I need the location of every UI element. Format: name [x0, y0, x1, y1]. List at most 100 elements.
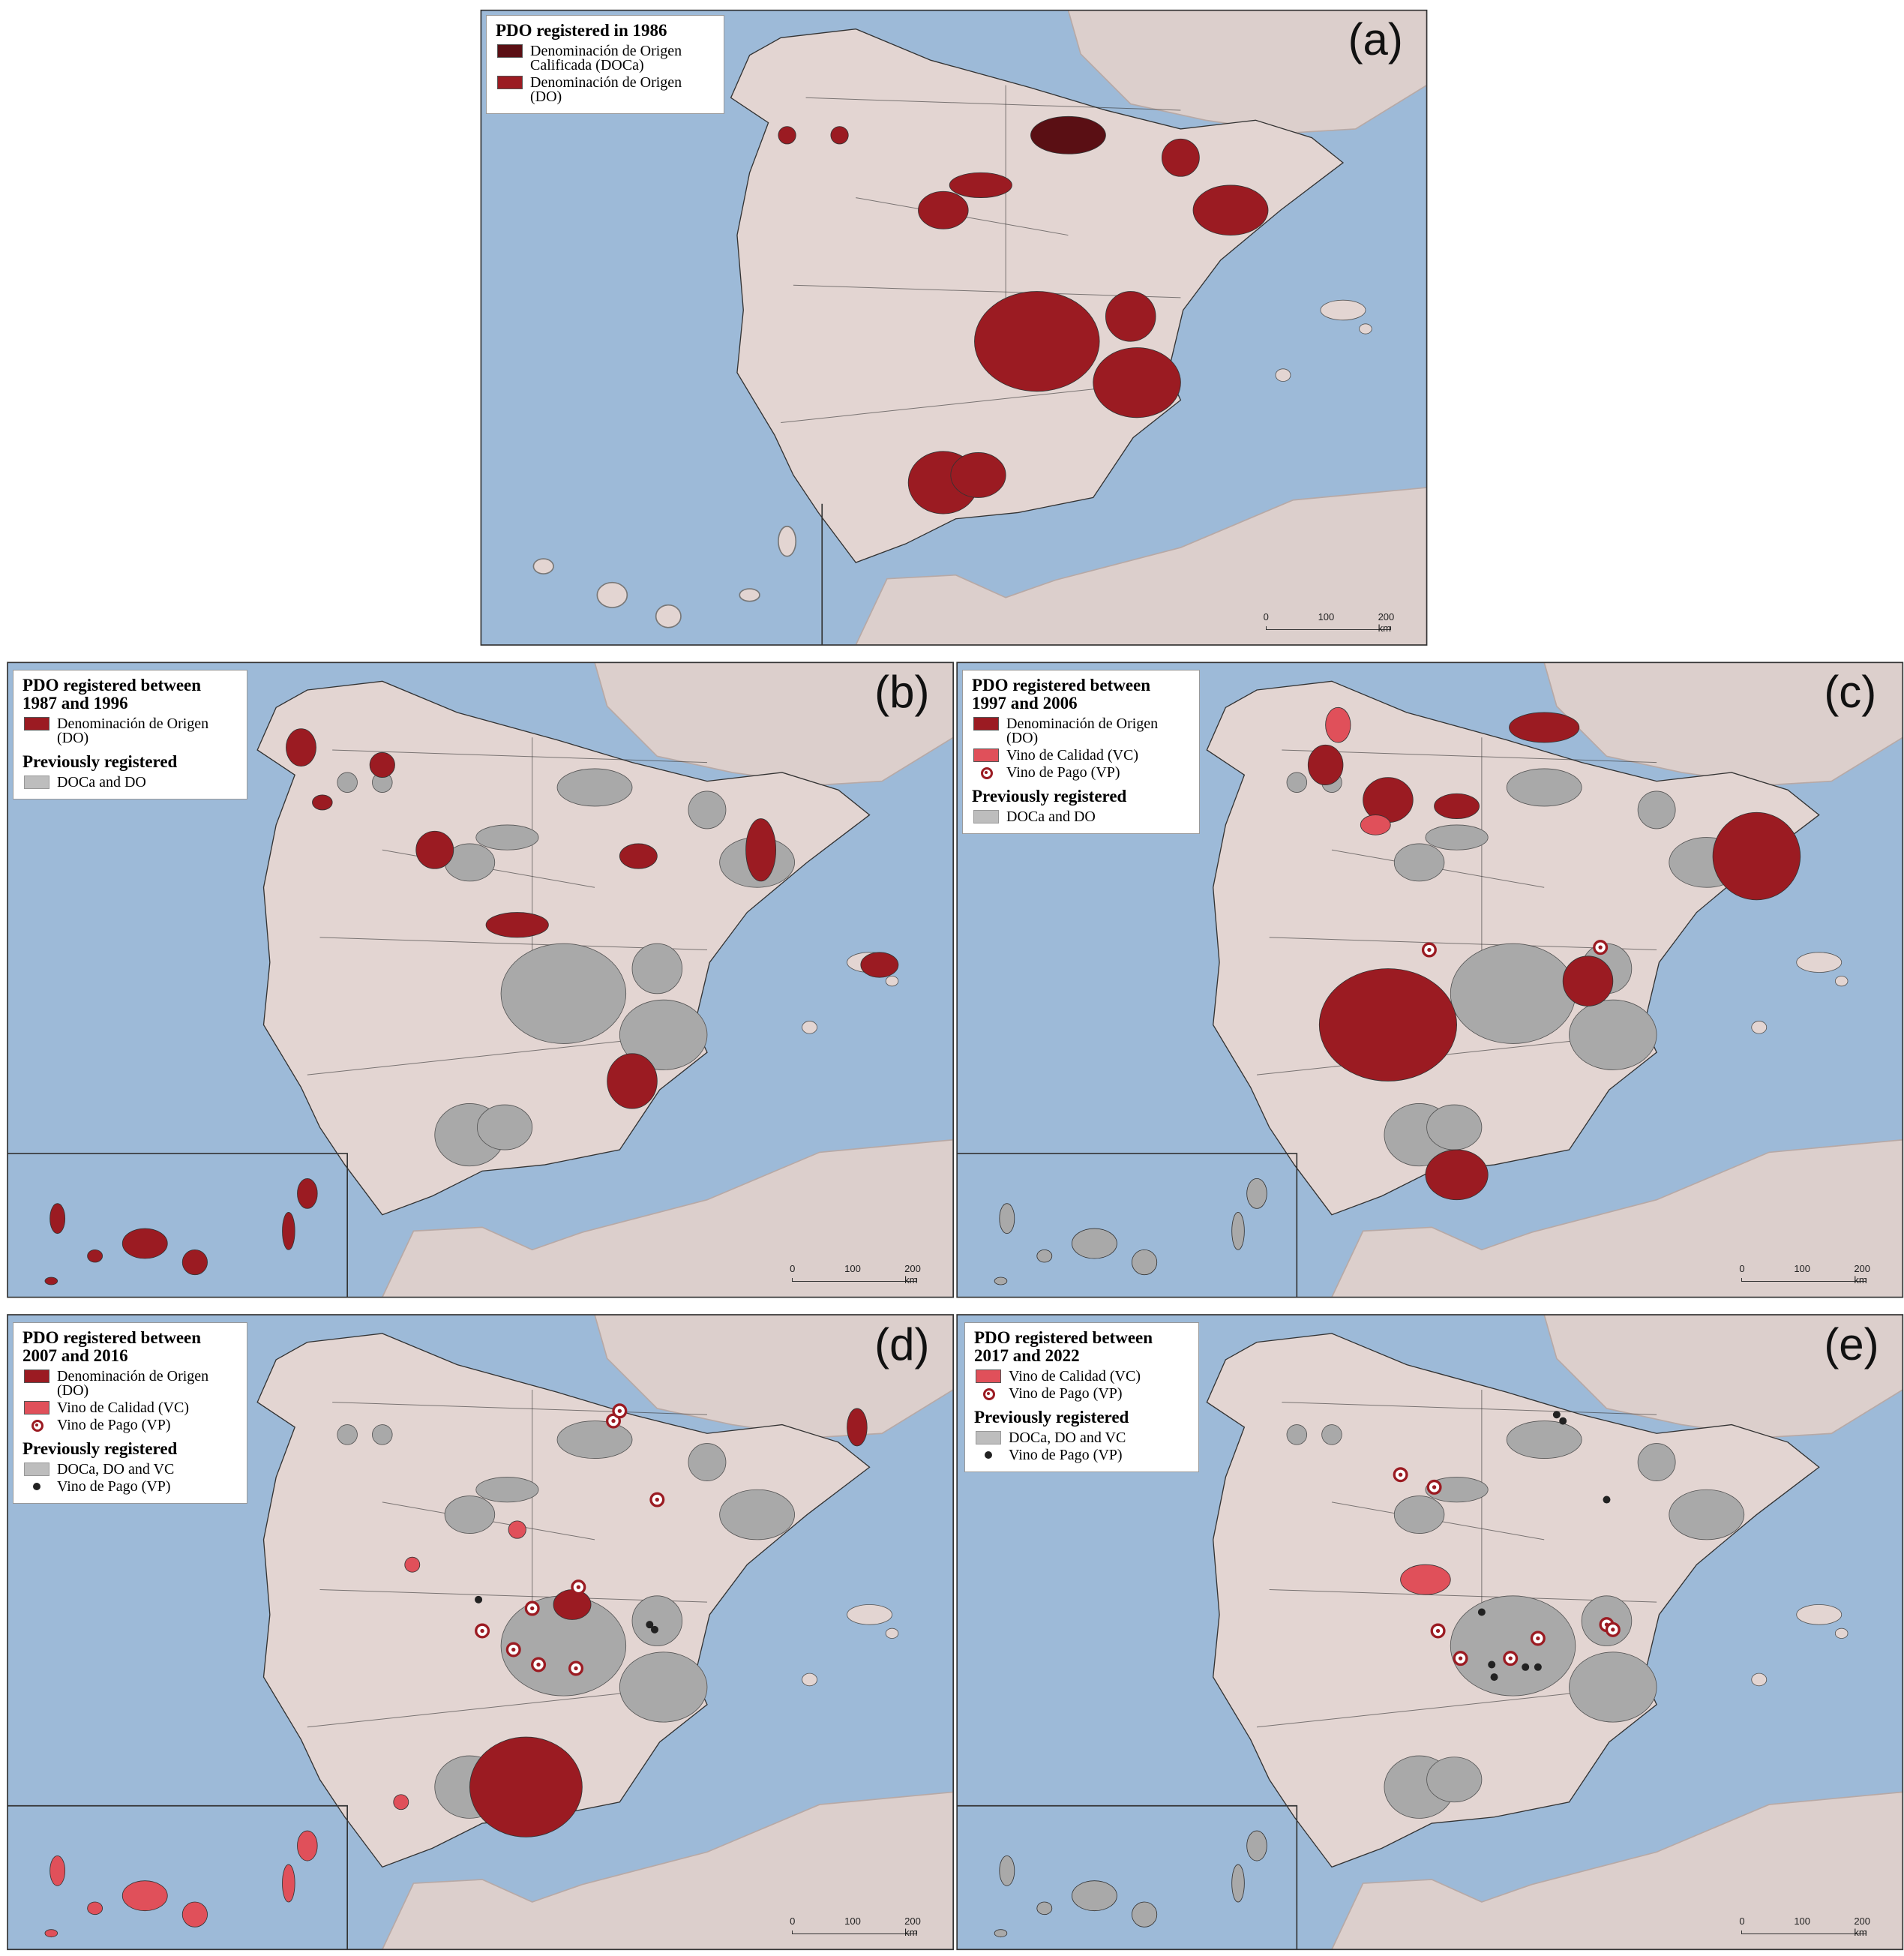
- island: [1796, 1604, 1843, 1625]
- legend-subtitle: Previously registered: [974, 1408, 1129, 1426]
- previous-region: [1425, 824, 1489, 850]
- pdo-region: [847, 1408, 868, 1447]
- previous-region: [619, 1652, 708, 1723]
- pdo-region: [1093, 347, 1181, 418]
- canary: [49, 1203, 66, 1234]
- previous-region: [688, 1443, 727, 1481]
- border: [307, 1689, 658, 1728]
- previous-vp: [1534, 1663, 1542, 1671]
- previous-region: [476, 1104, 533, 1150]
- canary: [44, 1276, 58, 1286]
- previous-region: [719, 1489, 795, 1540]
- previous-region: [631, 943, 683, 994]
- pdo-region: [1325, 706, 1351, 743]
- previous-vp: [650, 1625, 658, 1634]
- scale-label: 100: [844, 1263, 861, 1275]
- canary: [121, 1880, 168, 1912]
- canary: [181, 1901, 208, 1928]
- pdo-region: [949, 172, 1012, 198]
- legend-swatch: [976, 1370, 1001, 1383]
- africa: [381, 1791, 954, 1950]
- map-content: [481, 10, 1427, 646]
- legend-item: Vino de Calidad (VC): [972, 748, 1190, 763]
- legend-label: DOCa, DO and VC: [1009, 1430, 1126, 1446]
- legend-label: Vino de Calidad (VC): [57, 1400, 189, 1416]
- border: [319, 1589, 707, 1603]
- previous-region: [1426, 1756, 1483, 1803]
- pdo-region: [745, 818, 777, 882]
- map-content: [957, 1314, 1903, 1950]
- scale-line: [792, 1278, 918, 1282]
- scale-label: 100: [1794, 1915, 1811, 1927]
- previous-region: [1637, 1443, 1676, 1481]
- scale-label: 200 km: [1378, 610, 1395, 634]
- panel-label: (b): [874, 666, 930, 717]
- canary: [121, 1228, 168, 1259]
- previous-region: [1506, 1420, 1582, 1459]
- previous-region: [1393, 1496, 1445, 1534]
- pdo-region: [404, 1556, 421, 1573]
- pdo-region: [950, 452, 1006, 498]
- vp-center: [655, 1497, 659, 1502]
- vp-center: [530, 1606, 535, 1611]
- island: [1275, 368, 1291, 382]
- canary: [1036, 1901, 1053, 1916]
- pdo-region: [393, 1794, 409, 1810]
- pdo-region: [469, 1736, 583, 1838]
- legend-item: Denominación de Origen (DO): [972, 716, 1190, 746]
- island: [1834, 1628, 1849, 1639]
- legend-item: Denominación de Origen Calificada (DOCa): [496, 44, 715, 73]
- canary: [49, 1855, 66, 1886]
- pdo-region: [508, 1520, 526, 1539]
- legend-label: DOCa and DO: [1006, 808, 1096, 825]
- map-content: [957, 662, 1903, 1298]
- scale-label: 0: [1739, 1915, 1745, 1927]
- legend: PDO registered between 1997 and 2006 Deno…: [962, 670, 1200, 834]
- previous-vp: [1477, 1608, 1486, 1616]
- legend-label: Denominación de Origen (DO): [530, 74, 682, 105]
- island: [1320, 299, 1366, 321]
- pdo-region: [312, 794, 333, 811]
- previous-vp: [1603, 1496, 1611, 1504]
- canary: [297, 1178, 318, 1209]
- canary: [778, 525, 797, 557]
- pdo-region: [860, 952, 899, 978]
- legend-swatch: [24, 1370, 49, 1383]
- pdo-region: [1030, 116, 1106, 154]
- previous-region: [500, 943, 627, 1044]
- island: [802, 1672, 817, 1687]
- pdo-region: [1360, 814, 1391, 836]
- africa: [1331, 1138, 1903, 1298]
- inset-frame: [7, 1153, 348, 1298]
- previous-region: [1450, 943, 1576, 1044]
- pdo-region: [778, 126, 796, 145]
- previous-region: [1286, 1424, 1308, 1445]
- legend-label: Denominación de Origen Calificada (DOCa): [530, 43, 682, 74]
- africa: [1331, 1791, 1903, 1950]
- legend-label: DOCa, DO and VC: [57, 1461, 175, 1478]
- pdo-region: [553, 1589, 592, 1620]
- legend-swatch: [976, 1431, 1001, 1444]
- legend-item: Vino de Pago (VP): [22, 1479, 238, 1494]
- pdo-region: [1105, 291, 1156, 342]
- legend-item: DOCa, DO and VC: [974, 1430, 1189, 1446]
- canary: [87, 1901, 103, 1916]
- canary: [1072, 1880, 1117, 1912]
- panel-frame: [480, 9, 1428, 646]
- island: [1751, 1021, 1768, 1034]
- pdo-region: [918, 190, 969, 230]
- legend-swatch: [24, 776, 49, 789]
- previous-region: [337, 1424, 358, 1445]
- legend-swatch: [497, 44, 523, 58]
- map-panel: [956, 1314, 1904, 1951]
- scale-label: 0: [790, 1263, 796, 1275]
- canary: [1246, 1178, 1267, 1209]
- previous-region: [1669, 1489, 1745, 1540]
- legend-label: Vino de Pago (VP): [1006, 764, 1120, 781]
- legend-item: DOCa and DO: [22, 775, 238, 790]
- island: [802, 1021, 817, 1034]
- canary: [994, 1276, 1008, 1286]
- previous-vp: [646, 1621, 654, 1629]
- pdo-region: [607, 1053, 658, 1109]
